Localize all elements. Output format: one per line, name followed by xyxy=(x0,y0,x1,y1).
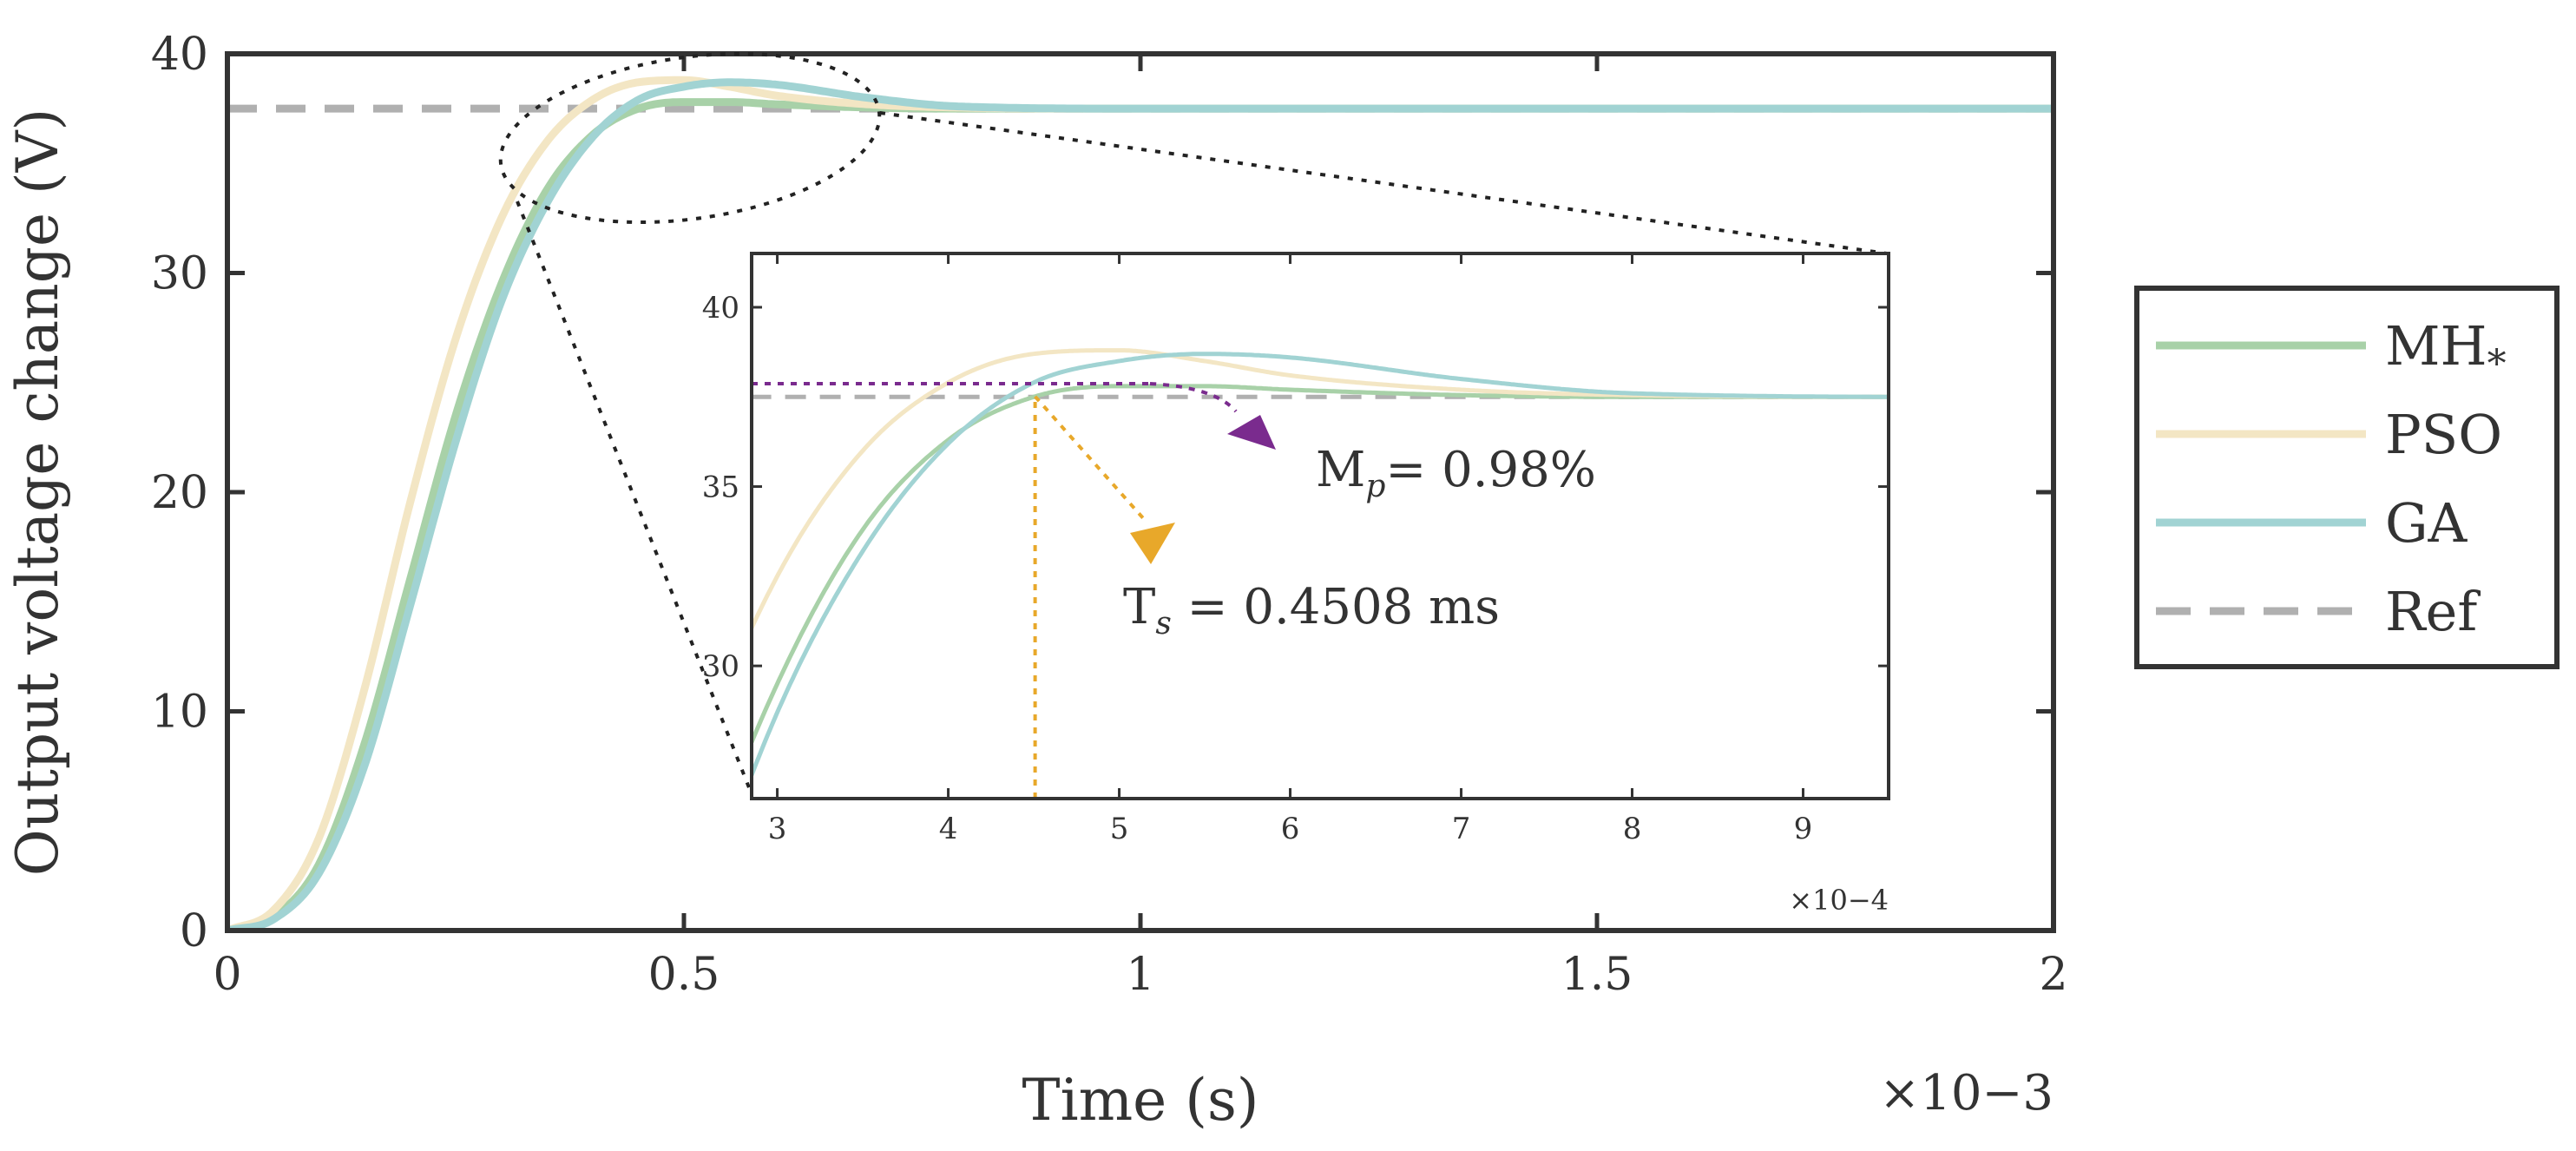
legend-label-ga: GA xyxy=(2385,491,2468,555)
main-axes-frame xyxy=(225,51,2056,933)
settling-time-annotation: Ts = 0.4508 ms xyxy=(1123,579,1500,641)
x-tick-label: 2 xyxy=(2039,949,2067,1001)
legend-label-ref: Ref xyxy=(2385,580,2481,643)
x-tick-label: 1 xyxy=(1126,949,1154,1001)
x-axis-multiplier: ×10−3 xyxy=(1879,1065,2054,1121)
inset-x-tick-label: 8 xyxy=(1623,812,1642,846)
overshoot-arrow-line xyxy=(1149,381,1238,413)
settling-time-subscript: s xyxy=(1155,606,1171,641)
inset-x-multiplier: ×10−4 xyxy=(1789,884,1889,917)
legend-entry-ga: GA xyxy=(2156,491,2468,555)
legend-box xyxy=(2134,286,2560,669)
main-series-ga xyxy=(227,78,2054,931)
settling-time-arrowhead xyxy=(1130,523,1175,564)
x-tick-label: 0.5 xyxy=(648,949,720,1001)
legend-entries: MH* PSO GA Ref xyxy=(2156,314,2507,643)
y-tick-label: 30 xyxy=(151,248,208,300)
y-tick-label: 20 xyxy=(151,467,208,519)
inset-annotation-group xyxy=(752,381,1276,799)
x-axis-label: Time (s) xyxy=(1022,1067,1258,1134)
inset-x-tick-label: 9 xyxy=(1794,812,1813,846)
inset-x-tick-label: 6 xyxy=(1281,812,1300,846)
zoom-connector-right xyxy=(879,111,1888,255)
x-tick-label: 0 xyxy=(213,949,241,1001)
inset-x-tick-label: 4 xyxy=(939,812,958,846)
legend-entry-pso: PSO xyxy=(2156,403,2502,466)
zoom-connector-left xyxy=(516,201,755,799)
settling-time-value: = 0.4508 ms xyxy=(1172,579,1500,635)
inset-y-tick-label: 35 xyxy=(702,470,739,505)
inset-plot-area xyxy=(752,253,1889,799)
y-tick-label: 10 xyxy=(151,687,208,739)
overshoot-symbol: M xyxy=(1316,442,1365,498)
settling-time-symbol: T xyxy=(1123,579,1155,635)
legend-label-mh: MH* xyxy=(2385,314,2507,386)
inset-x-tick-label: 5 xyxy=(1110,812,1129,846)
x-tick-label: 1.5 xyxy=(1561,949,1633,1001)
overshoot-value: = 0.98% xyxy=(1385,442,1596,498)
inset-x-tick-label: 7 xyxy=(1452,812,1471,846)
inset-x-tick-label: 3 xyxy=(768,812,787,846)
inset-y-tick-label: 30 xyxy=(702,649,739,684)
overshoot-arrowhead xyxy=(1227,415,1276,450)
main-series-group xyxy=(227,76,2054,931)
legend-label-pso: PSO xyxy=(2385,403,2502,466)
inset-axes: 3 4 5 6 7 8 9 30 35 40 ×10−4 xyxy=(702,252,1890,917)
y-axis-label: Output voltage change (V) xyxy=(4,109,71,876)
overshoot-annotation: Mp= 0.98% xyxy=(1316,442,1596,504)
legend: MH* PSO GA Ref xyxy=(2134,286,2560,669)
inset-ticks-group: 3 4 5 6 7 8 9 30 35 40 xyxy=(702,253,1889,846)
y-tick-label: 40 xyxy=(151,29,208,81)
y-tick-label: 0 xyxy=(180,905,208,957)
overshoot-subscript: p xyxy=(1365,469,1385,504)
inset-series-ga xyxy=(752,352,1889,776)
inset-series-group xyxy=(752,348,1889,776)
legend-entry-ref: Ref xyxy=(2156,580,2481,643)
legend-entry-mh: MH* xyxy=(2156,314,2507,386)
inset-axes-frame xyxy=(750,252,1890,800)
inset-y-tick-label: 40 xyxy=(702,291,739,326)
settling-time-arrow-line xyxy=(1034,395,1146,521)
